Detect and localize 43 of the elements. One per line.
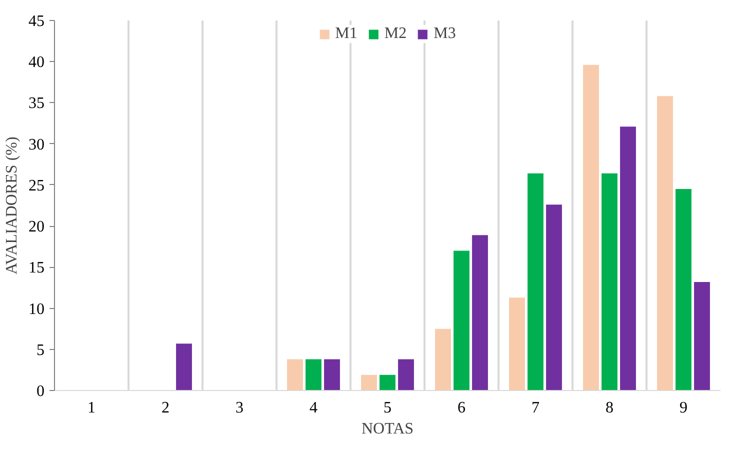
bar — [472, 235, 488, 390]
x-tick-label: 5 — [384, 400, 392, 416]
y-tick-label: 10 — [28, 300, 44, 318]
bar — [454, 250, 470, 390]
legend-label: M1 — [335, 25, 358, 43]
x-tick-label: 9 — [680, 400, 688, 416]
bar — [620, 126, 636, 390]
bar — [509, 298, 525, 390]
bar — [176, 344, 192, 390]
y-tick-label: 15 — [28, 260, 44, 277]
bar — [583, 64, 599, 390]
bar — [657, 96, 673, 390]
bar — [306, 359, 322, 390]
y-tick-label: 0 — [36, 383, 44, 400]
bar — [694, 282, 710, 390]
x-tick-label: 7 — [532, 400, 540, 416]
x-axis-title: NOTAS — [361, 420, 414, 438]
legend-label: M2 — [384, 25, 407, 43]
legend-label: M3 — [434, 25, 456, 43]
y-tick-label: 45 — [28, 13, 44, 30]
bar — [546, 204, 562, 390]
bar — [361, 374, 377, 390]
y-tick-label: 5 — [36, 342, 44, 359]
x-tick-label: 4 — [310, 400, 318, 416]
x-tick-label: 6 — [458, 400, 466, 416]
bar — [398, 359, 414, 390]
x-tick-label: 8 — [606, 400, 614, 416]
bar — [380, 374, 396, 390]
y-tick-label: 30 — [28, 136, 44, 154]
y-tick-label: 35 — [28, 95, 44, 112]
bar — [676, 189, 692, 390]
y-axis-title: AVALIADORES (%) — [4, 136, 20, 274]
bar — [602, 173, 618, 390]
y-tick-label: 25 — [28, 177, 44, 194]
bar — [287, 359, 303, 390]
bar — [324, 359, 340, 390]
x-tick-label: 1 — [88, 400, 96, 416]
y-tick-label: 40 — [28, 54, 44, 72]
y-tick-label: 20 — [28, 218, 44, 236]
bar — [435, 328, 451, 390]
x-tick-label: 2 — [162, 400, 170, 416]
bar — [528, 173, 544, 390]
x-tick-label: 3 — [236, 400, 244, 416]
